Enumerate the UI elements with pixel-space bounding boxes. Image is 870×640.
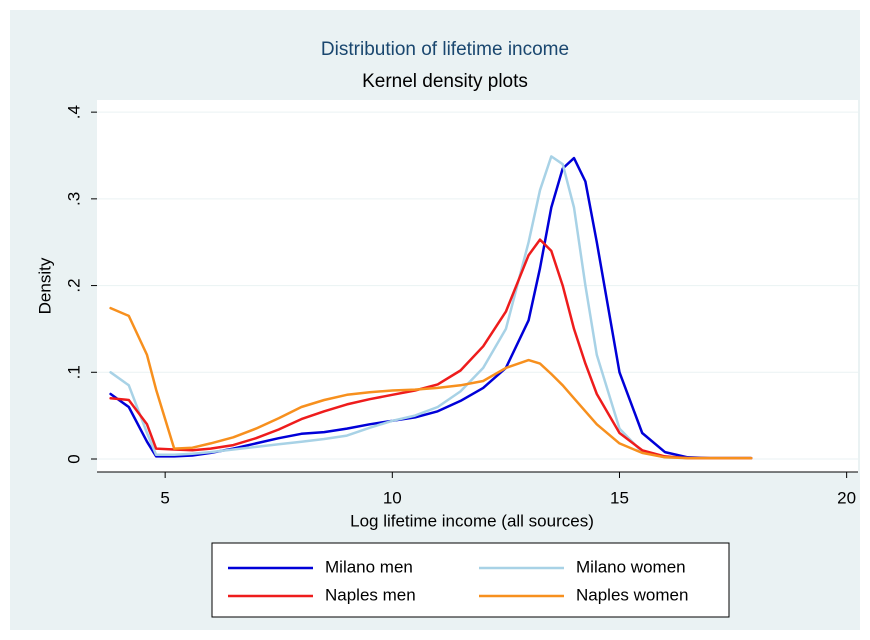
- chart-subtitle: Kernel density plots: [362, 71, 528, 92]
- chart-title: Distribution of lifetime income: [321, 39, 569, 60]
- x-tick-label: 10: [383, 488, 402, 507]
- legend: [211, 542, 730, 618]
- y-tick-label: 0: [64, 454, 83, 463]
- y-tick-label: .1: [64, 365, 83, 379]
- y-tick-label: .3: [64, 192, 83, 206]
- x-axis-label: Log lifetime income (all sources): [350, 511, 594, 530]
- line-series: [109, 238, 753, 460]
- x-tick-label: 15: [610, 488, 629, 507]
- x-tick-label: 20: [837, 488, 856, 507]
- y-axis-label: Density: [35, 257, 54, 314]
- legend-label: Naples women: [576, 585, 688, 604]
- y-tick-label: .2: [64, 278, 83, 292]
- y-tick-label: .4: [64, 105, 83, 119]
- legend-label: Naples men: [325, 585, 416, 604]
- x-tick-label: 5: [160, 488, 169, 507]
- line-series: [109, 156, 753, 460]
- legend-label: Milano women: [576, 557, 686, 576]
- line-series: [109, 306, 753, 460]
- line-series: [109, 155, 753, 460]
- legend-label: Milano men: [325, 557, 413, 576]
